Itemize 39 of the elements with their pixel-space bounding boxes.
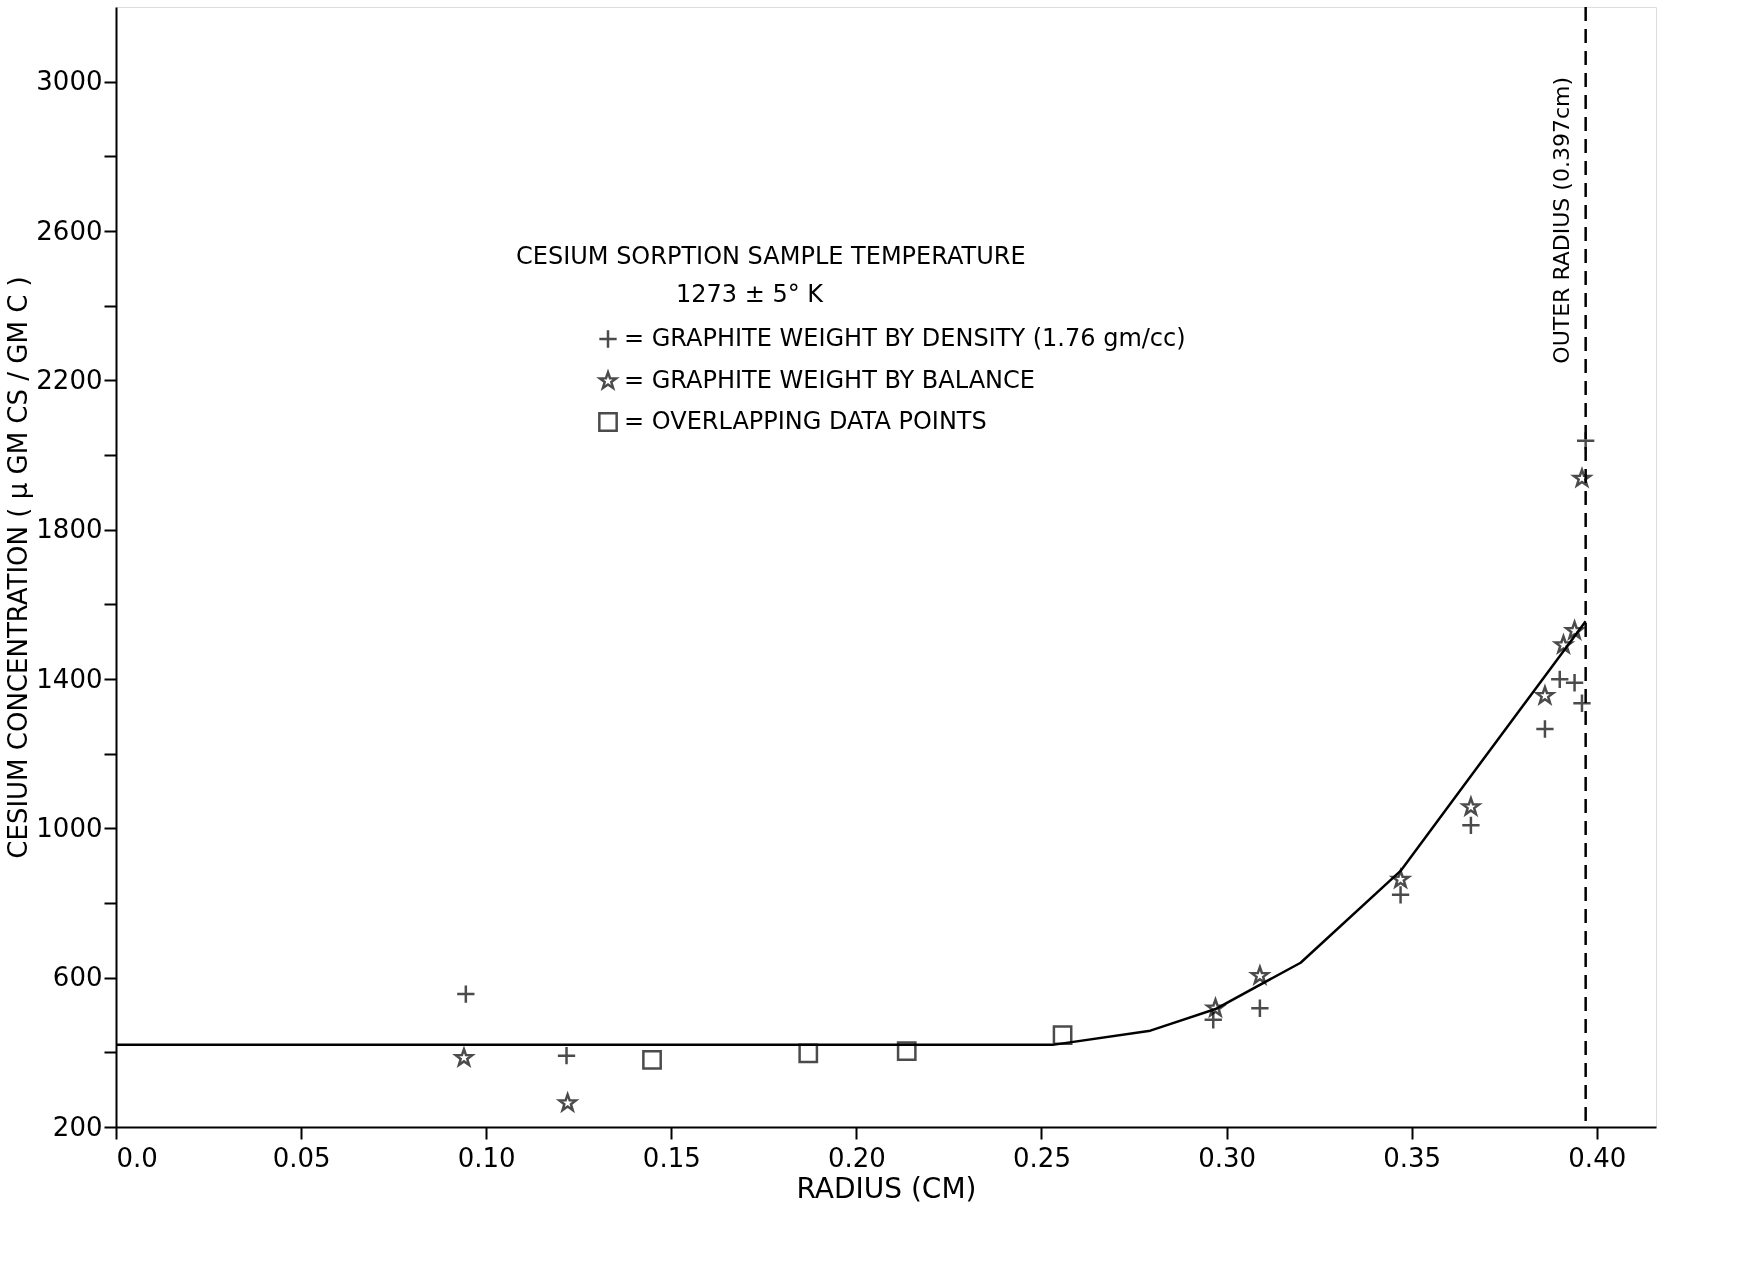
legend-label: = GRAPHITE WEIGHT BY BALANCE [624,366,1035,394]
x-tick-label: 0.40 [1568,1142,1627,1173]
point [798,1043,819,1064]
point [556,1091,580,1113]
point [1203,996,1227,1019]
x-tick-label: 0.15 [642,1142,701,1173]
text: CESIUM SORPTION SAMPLE TEMPERATURE [516,242,1026,270]
point [1052,1025,1073,1046]
y-tick-label: 1400 [36,663,103,694]
x-tick-label: 0.30 [1198,1142,1257,1173]
legend-label: = GRAPHITE WEIGHT BY DENSITY (1.76 gm/cc) [624,324,1186,352]
y-tick-label: 3000 [36,66,103,97]
point [1535,719,1555,739]
point [455,984,476,1004]
point [1248,963,1272,986]
point [1534,683,1557,706]
point [1389,867,1413,890]
ref-line-label: OUTER RADIUS (0.397cm) [1548,77,1574,364]
x-axis-title: RADIUS (CM) [796,1171,977,1205]
x-tick-label: 0.25 [1013,1142,1071,1173]
x-tick-label: 0.05 [272,1142,331,1173]
x-tick-label: 0.10 [457,1142,516,1173]
y-tick-label: 600 [52,962,103,993]
point [896,1041,917,1062]
x-tick-label: 0.20 [827,1142,886,1173]
point [1563,618,1585,641]
point [1570,466,1594,489]
text: 1273 ± 5° K [676,280,825,308]
y-tick-label: 200 [52,1111,103,1142]
point [452,1046,476,1068]
y-tick-label: 2200 [36,364,103,395]
point [642,1049,662,1070]
y-tick-label: 1000 [36,812,103,843]
legend-label: = OVERLAPPING DATA POINTS [624,407,987,435]
y-tick-label: 1800 [36,514,103,545]
x-tick-label: 0.0 [116,1142,158,1173]
x-tick-label: 0.35 [1383,1142,1442,1173]
y-axis-title: CESIUM CONCENTRATION ( µ GM CS / GM C ) [3,276,34,859]
y-tick-label: 2600 [36,215,103,246]
